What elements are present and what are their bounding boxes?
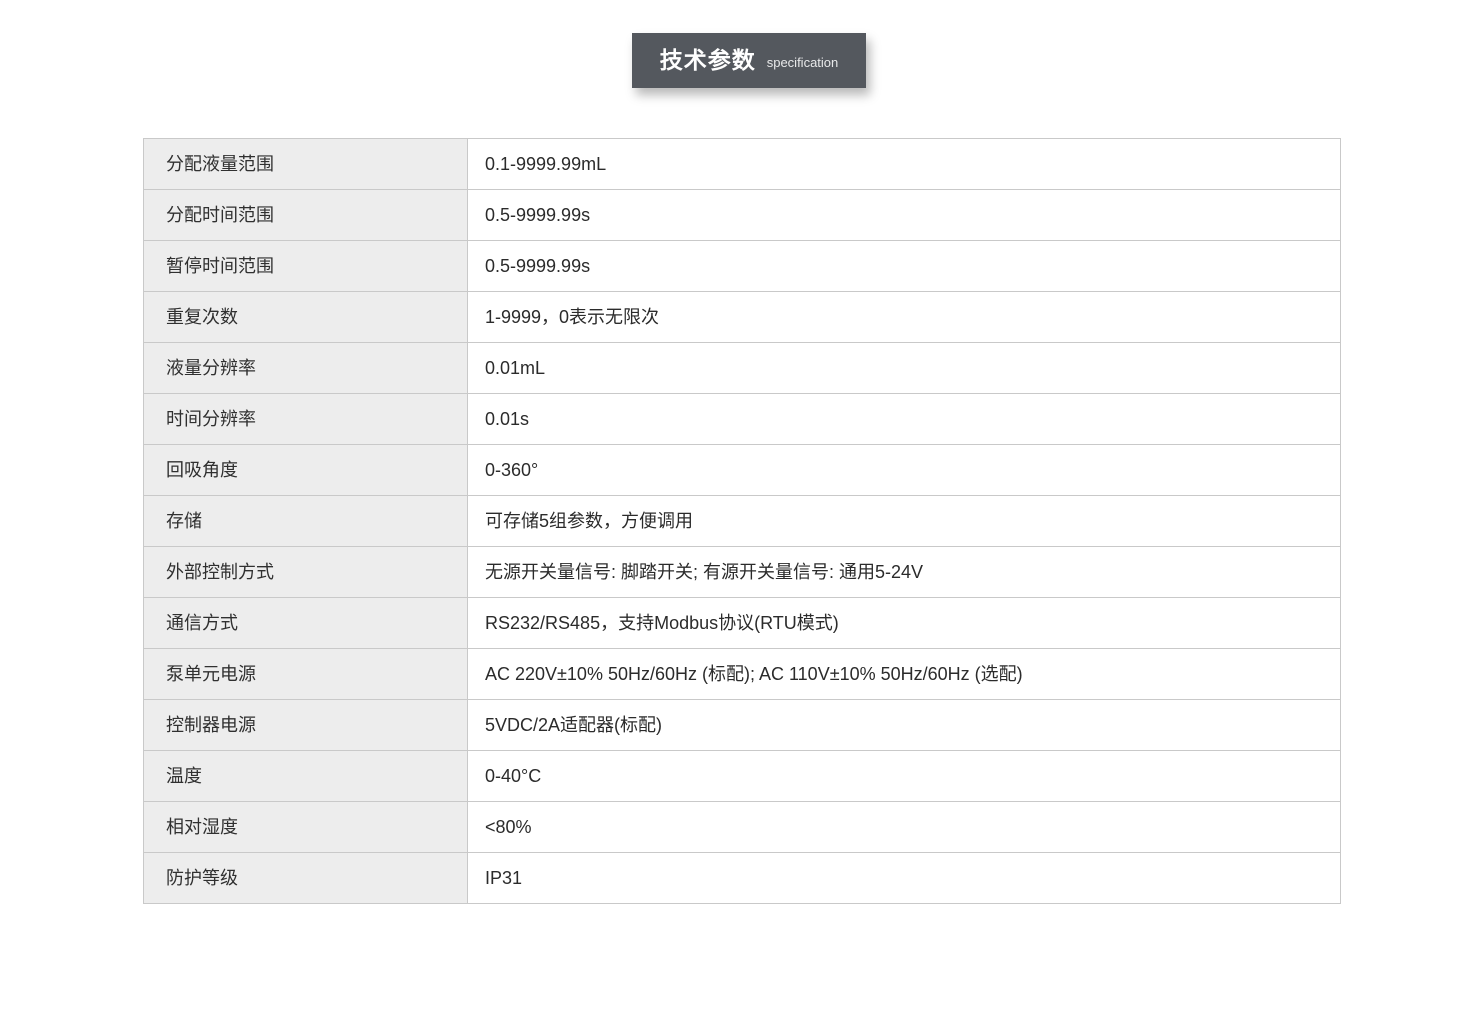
table-row: 温度 0-40°C xyxy=(143,750,1341,802)
table-row: 控制器电源 5VDC/2A适配器(标配) xyxy=(143,699,1341,751)
specification-table-body: 分配液量范围 0.1-9999.99mL 分配时间范围 0.5-9999.99s 暂停时… xyxy=(143,138,1341,904)
spec-label: 防护等级 xyxy=(143,852,468,904)
table-row: 暂停时间范围 0.5-9999.99s xyxy=(143,240,1341,292)
spec-label: 存储 xyxy=(143,495,468,547)
banner-subtitle: specification xyxy=(766,55,839,70)
spec-value: 0.1-9999.99mL xyxy=(467,138,1341,190)
spec-label: 相对湿度 xyxy=(143,801,468,853)
spec-label: 外部控制方式 xyxy=(143,546,468,598)
table-row: 防护等级 IP31 xyxy=(143,852,1341,904)
table-row: 泵单元电源 AC 220V±10% 50Hz/60Hz (标配); AC 110V… xyxy=(143,648,1341,700)
spec-value: AC 220V±10% 50Hz/60Hz (标配); AC 110V±10% … xyxy=(467,648,1341,700)
banner-title: 技术参数 xyxy=(659,47,756,73)
spec-label: 分配液量范围 xyxy=(143,138,468,190)
spec-value: 1-9999，0表示无限次 xyxy=(467,291,1341,343)
banner-box: 技术参数 specification xyxy=(632,33,866,88)
spec-label: 回吸角度 xyxy=(143,444,468,496)
spec-value: 0-360° xyxy=(467,444,1341,496)
spec-label: 温度 xyxy=(143,750,468,802)
spec-value: 5VDC/2A适配器(标配) xyxy=(467,699,1341,751)
spec-value: <80% xyxy=(467,801,1341,853)
spec-value: 可存储5组参数，方便调用 xyxy=(467,495,1341,547)
spec-value: 无源开关量信号: 脚踏开关; 有源开关量信号: 通用5-24V xyxy=(467,546,1341,598)
table-row: 分配时间范围 0.5-9999.99s xyxy=(143,189,1341,241)
table-row: 存储 可存储5组参数，方便调用 xyxy=(143,495,1341,547)
specification-banner: 技术参数 specification xyxy=(632,33,866,88)
table-row: 分配液量范围 0.1-9999.99mL xyxy=(143,138,1341,190)
spec-value: 0-40°C xyxy=(467,750,1341,802)
table-row: 通信方式 RS232/RS485，支持Modbus协议(RTU模式) xyxy=(143,597,1341,649)
spec-label: 分配时间范围 xyxy=(143,189,468,241)
table-row: 相对湿度 <80% xyxy=(143,801,1341,853)
table-row: 重复次数 1-9999，0表示无限次 xyxy=(143,291,1341,343)
table-row: 外部控制方式 无源开关量信号: 脚踏开关; 有源开关量信号: 通用5-24V xyxy=(143,546,1341,598)
spec-value: 0.01s xyxy=(467,393,1341,445)
spec-label: 控制器电源 xyxy=(143,699,468,751)
spec-label: 时间分辨率 xyxy=(143,393,468,445)
spec-label: 通信方式 xyxy=(143,597,468,649)
spec-label: 重复次数 xyxy=(143,291,468,343)
spec-value: IP31 xyxy=(467,852,1341,904)
table-row: 液量分辨率 0.01mL xyxy=(143,342,1341,394)
specification-table: 分配液量范围 0.1-9999.99mL 分配时间范围 0.5-9999.99s 暂停时… xyxy=(143,138,1341,904)
table-row: 回吸角度 0-360° xyxy=(143,444,1341,496)
table-row: 时间分辨率 0.01s xyxy=(143,393,1341,445)
spec-value: 0.5-9999.99s xyxy=(467,240,1341,292)
spec-value: 0.01mL xyxy=(467,342,1341,394)
spec-value: 0.5-9999.99s xyxy=(467,189,1341,241)
spec-label: 液量分辨率 xyxy=(143,342,468,394)
spec-label: 泵单元电源 xyxy=(143,648,468,700)
spec-value: RS232/RS485，支持Modbus协议(RTU模式) xyxy=(467,597,1341,649)
spec-label: 暂停时间范围 xyxy=(143,240,468,292)
